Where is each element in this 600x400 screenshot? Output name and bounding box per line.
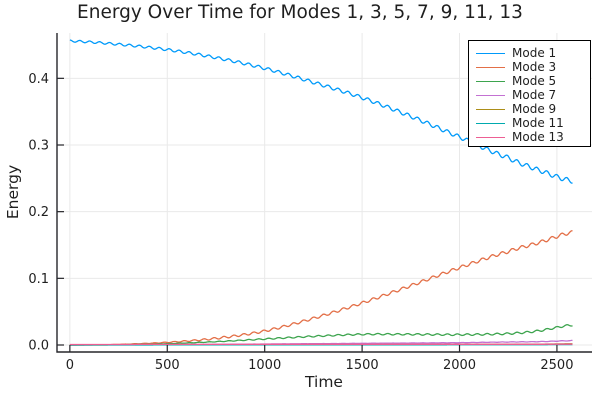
legend-entry-mode-1: Mode 1 — [476, 46, 590, 60]
x-tick-label: 500 — [155, 358, 180, 373]
legend-line-swatch — [476, 108, 505, 110]
y-tick-label: 0.4 — [28, 72, 49, 87]
legend-entry-mode-3: Mode 3 — [476, 60, 590, 74]
y-tick-label: 0.2 — [28, 205, 49, 220]
legend-label: Mode 13 — [512, 130, 564, 144]
legend-label: Mode 5 — [512, 74, 557, 88]
legend-entry-mode-11: Mode 11 — [476, 116, 590, 130]
legend-line-swatch — [476, 122, 505, 124]
series-line-mode-3 — [69, 230, 573, 346]
legend-entry-mode-9: Mode 9 — [476, 102, 590, 116]
legend-entry-mode-5: Mode 5 — [476, 74, 590, 88]
legend-entry-mode-13: Mode 13 — [476, 130, 590, 144]
y-tick-label: 0.1 — [28, 272, 49, 287]
x-tick-label: 2000 — [443, 358, 476, 373]
x-tick-label: 0 — [66, 358, 74, 373]
legend-line-swatch — [476, 94, 505, 96]
legend-label: Mode 3 — [512, 60, 557, 74]
legend-line-swatch — [476, 52, 505, 54]
y-tick-label: 0.3 — [28, 139, 49, 154]
x-axis-label: Time — [305, 373, 343, 391]
series-line-mode-1 — [69, 39, 573, 184]
legend-label: Mode 11 — [512, 116, 564, 130]
legend-label: Mode 1 — [512, 46, 557, 60]
axis-spines — [56, 33, 592, 353]
legend-label: Mode 9 — [512, 102, 557, 116]
x-tick-label: 1000 — [248, 358, 281, 373]
x-tick-label: 2500 — [540, 358, 573, 373]
legend-line-swatch — [476, 136, 505, 138]
legend-line-swatch — [476, 66, 505, 68]
chart-title: Energy Over Time for Modes 1, 3, 5, 7, 9… — [77, 2, 523, 23]
legend-entry-mode-7: Mode 7 — [476, 88, 590, 102]
legend-line-swatch — [476, 80, 505, 82]
legend: Mode 1 Mode 3 Mode 5 Mode 7 Mode 9 Mode 11 Mod… — [468, 40, 591, 147]
legend-label: Mode 7 — [512, 88, 557, 102]
x-tick-label: 1500 — [346, 358, 379, 373]
y-tick-label: 0.0 — [28, 339, 49, 354]
